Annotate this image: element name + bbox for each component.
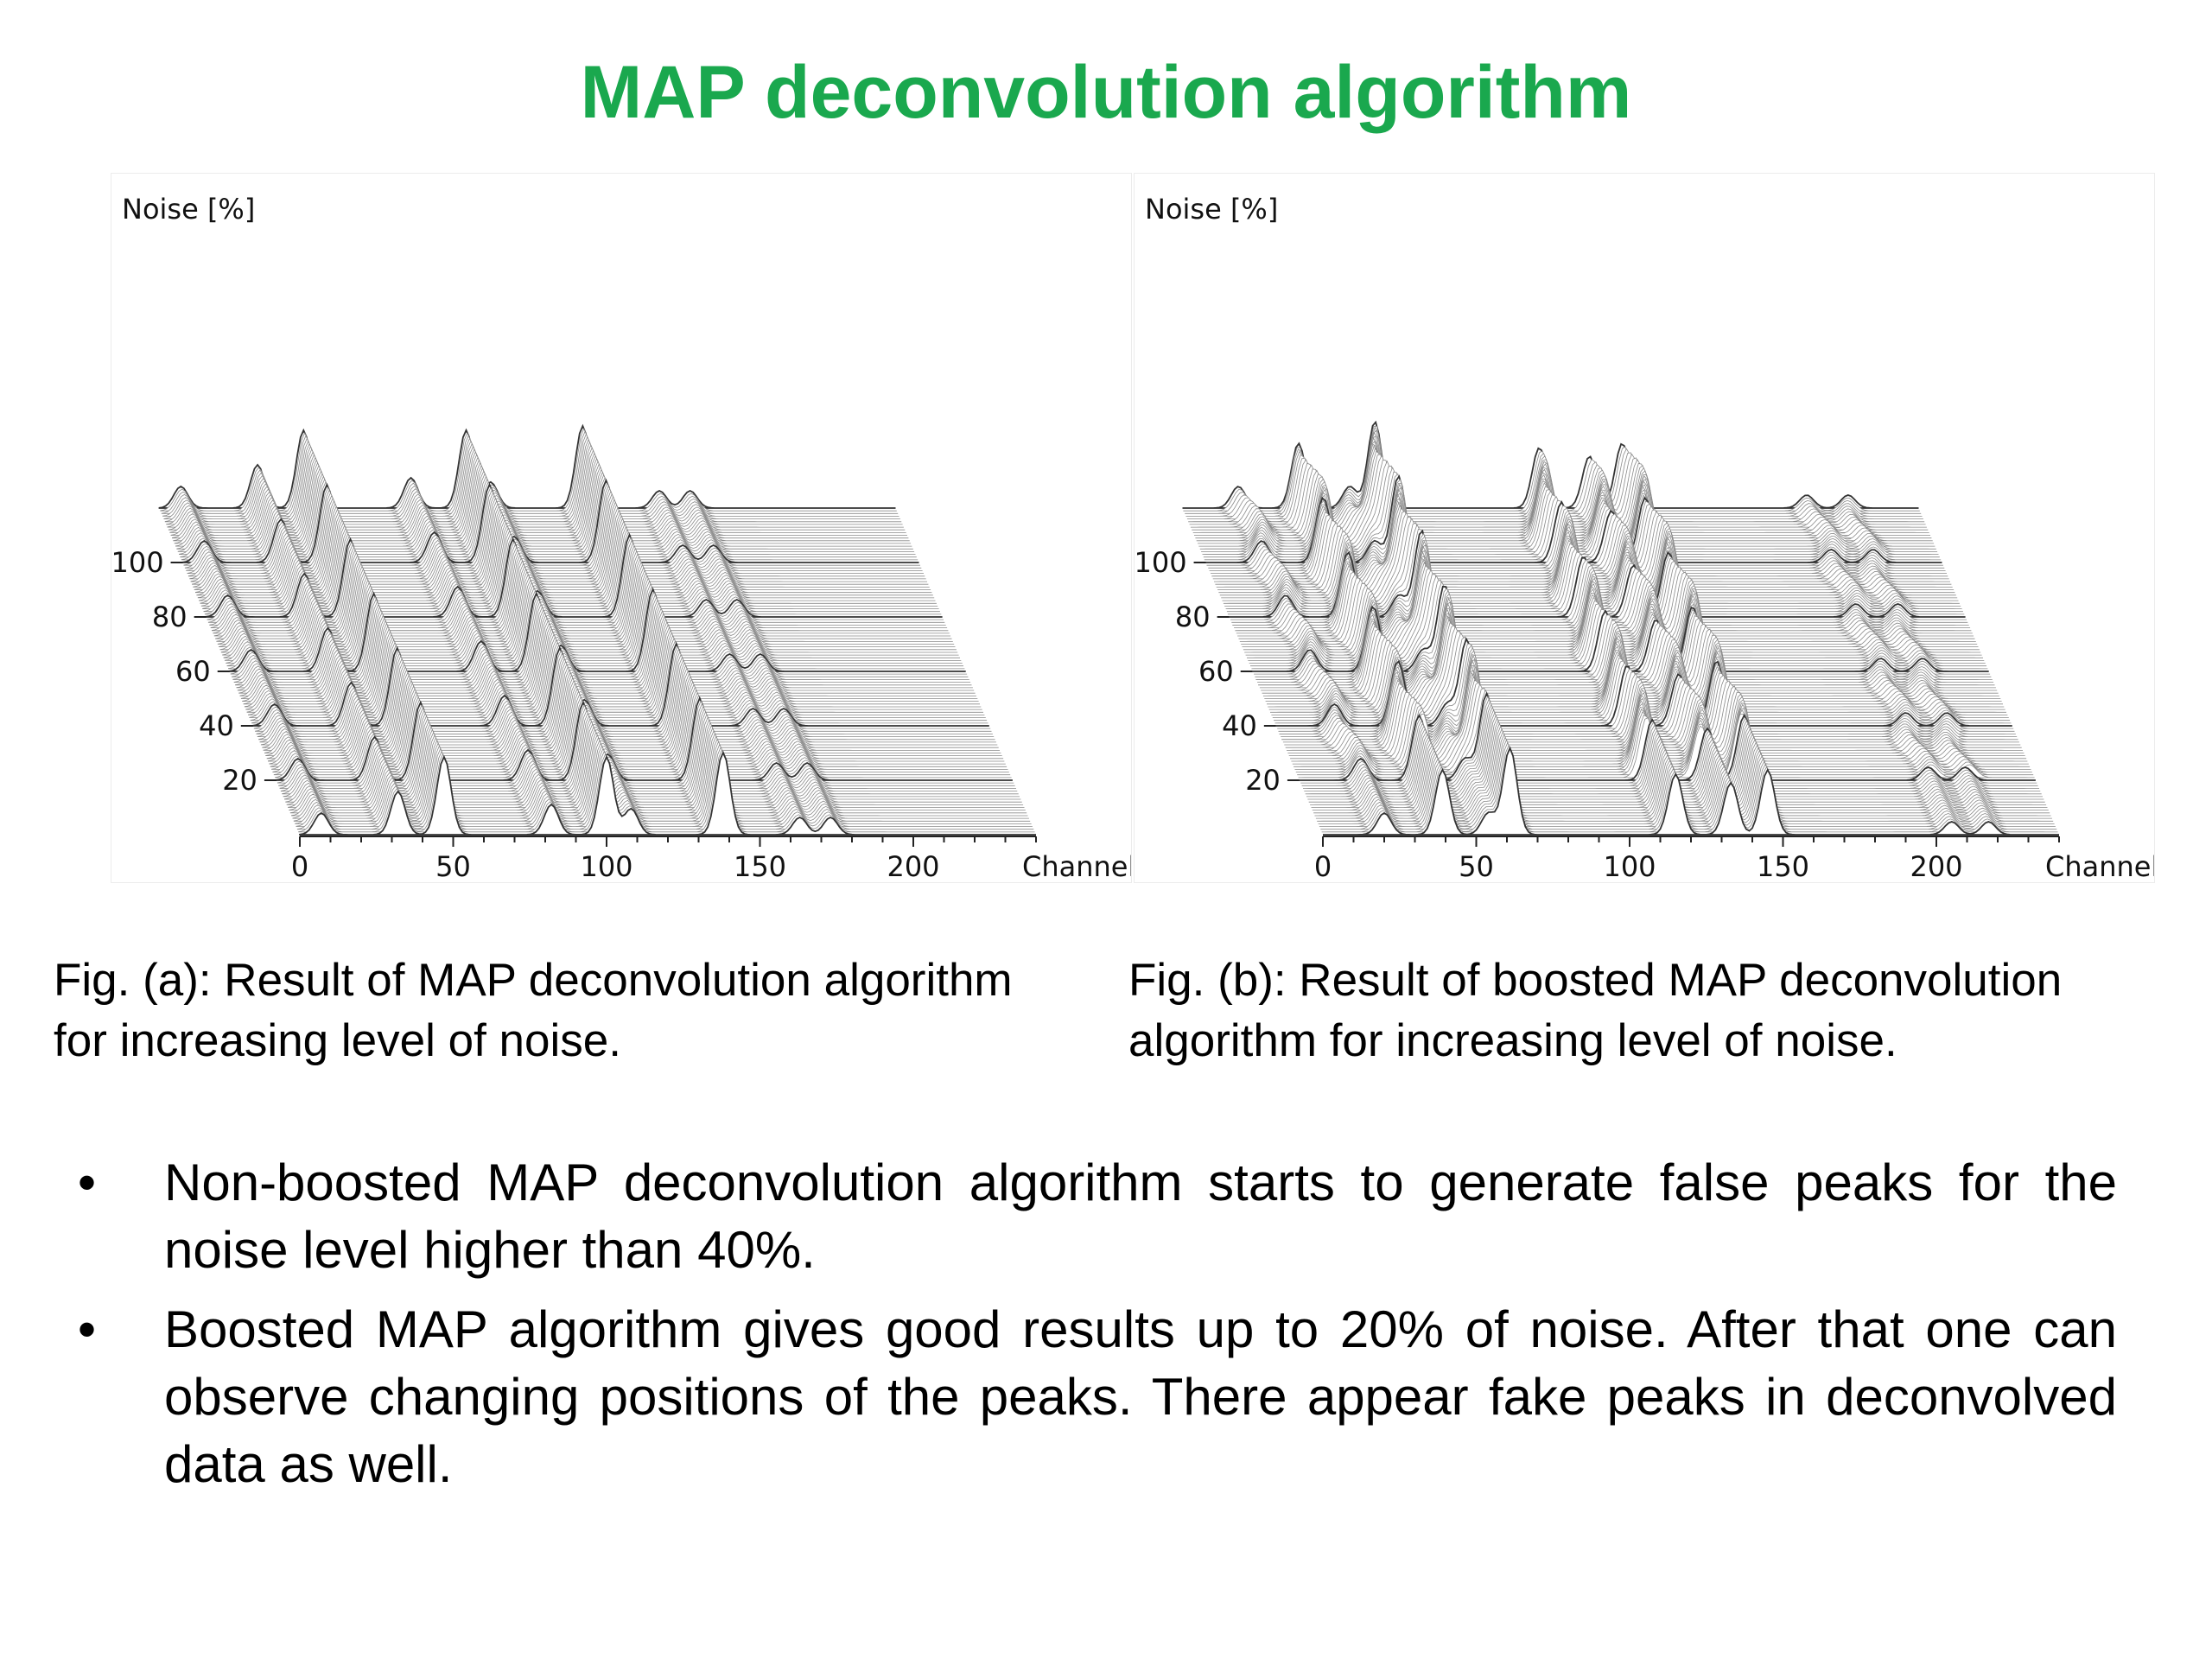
y-tick-label: 40 [199,709,234,742]
x-tick-label: 100 [1603,850,1656,882]
y-tick-label: 60 [1198,655,1234,688]
y-tick-label: 80 [1175,601,1211,633]
waterfall-chart-b: 0 50 100 150 200 Channels 20 40 60 80 100 Noise [%] [1135,193,2154,882]
x-axis-label: Channels [2045,850,2154,882]
x-tick-label: 50 [1459,850,1494,882]
figure-caption-b: Fig. (b): Result of boosted MAP deconvol… [1128,955,2063,1066]
noise-trace [299,750,1036,836]
y-tick-label: 100 [111,546,164,579]
x-tick-label: 100 [580,850,632,882]
noise-trace [1323,746,2059,836]
waterfall-chart-a: 0 50 100 150 200 Channels 20 40 60 80 100 Noise [%] [111,193,1131,882]
y-tick-label: 20 [222,764,257,797]
bullet-marker: • [78,1300,97,1358]
page-title: MAP deconvolution algorithm [580,51,1632,134]
y-tick-label: 80 [152,601,188,633]
waterfall-traces [1182,420,2059,836]
bullet-marker: • [78,1154,97,1211]
waterfall-traces [158,423,1036,836]
bullet-list: • Non-boosted MAP deconvolution algorith… [78,1149,2117,1510]
bullet-item: • Boosted MAP algorithm gives good resul… [78,1296,2117,1498]
figure-caption-a: Fig. (a): Result of MAP deconvolution al… [54,955,1013,1066]
x-axis-label: Channels [1022,850,1131,882]
y-tick-label: 100 [1135,546,1187,579]
chart-panel-b: 0 50 100 150 200 Channels 20 40 60 80 100 Noise [%] [1134,173,2155,883]
x-tick-label: 200 [887,850,939,882]
bullet-text: Non-boosted MAP deconvolution algorithm … [164,1154,2117,1279]
y-axis-label: Noise [%] [1145,193,1278,226]
chart-panel-a: 0 50 100 150 200 Channels 20 40 60 80 100 Noise [%] [111,173,1132,883]
x-tick-label: 0 [291,850,308,882]
x-tick-label: 200 [1910,850,1962,882]
bullet-item: • Non-boosted MAP deconvolution algorith… [78,1149,2117,1284]
y-tick-label: 40 [1222,709,1257,742]
bullet-text: Boosted MAP algorithm gives good results… [164,1300,2117,1493]
y-tick-label: 20 [1245,764,1281,797]
x-tick-label: 0 [1314,850,1332,882]
x-tick-label: 50 [435,850,471,882]
y-tick-label: 60 [175,655,211,688]
x-tick-label: 150 [1757,850,1809,882]
y-axis-label: Noise [%] [122,193,255,226]
x-tick-label: 150 [734,850,786,882]
